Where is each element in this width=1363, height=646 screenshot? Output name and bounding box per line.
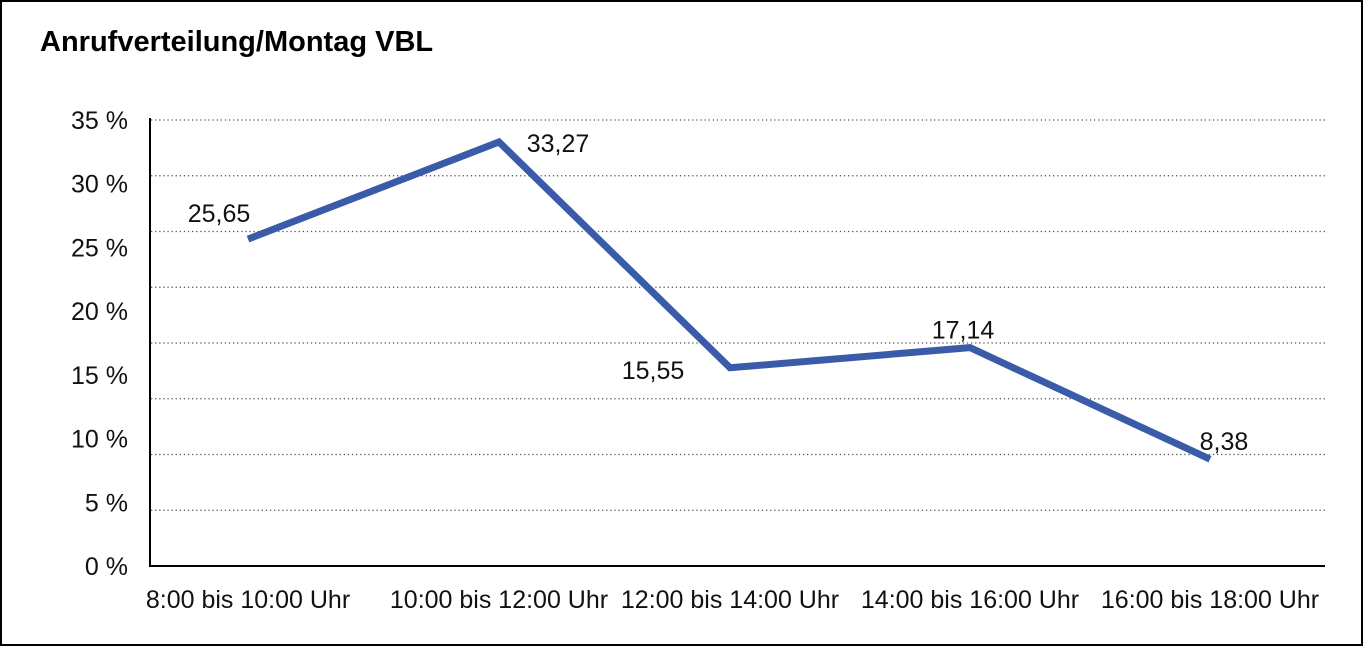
y-tick-label: 15 %: [71, 362, 128, 390]
series-line: [246, 137, 1212, 463]
y-tick-label: 25 %: [71, 234, 128, 262]
data-label: 8,38: [1200, 428, 1249, 456]
x-tick-label: 16:00 bis 18:00 Uhr: [1101, 586, 1319, 614]
y-tick-label: 35 %: [71, 107, 128, 135]
x-tick-label: 8:00 bis 10:00 Uhr: [146, 586, 350, 614]
y-tick-label: 30 %: [71, 171, 128, 199]
x-tick-label: 12:00 bis 14:00 Uhr: [621, 586, 839, 614]
data-label: 17,14: [932, 317, 995, 345]
y-tick-label: 0 %: [85, 553, 128, 581]
x-tick-label: 14:00 bis 16:00 Uhr: [861, 586, 1079, 614]
data-label: 15,55: [622, 357, 685, 385]
chart-title: Anrufverteilung/Montag VBL: [40, 26, 434, 58]
y-tick-label: 20 %: [71, 298, 128, 326]
y-tick-label: 10 %: [71, 426, 128, 454]
x-tick-label: 10:00 bis 12:00 Uhr: [390, 586, 608, 614]
data-label: 25,65: [188, 200, 251, 228]
data-label: 33,27: [527, 130, 590, 158]
y-tick-label: 5 %: [85, 489, 128, 517]
